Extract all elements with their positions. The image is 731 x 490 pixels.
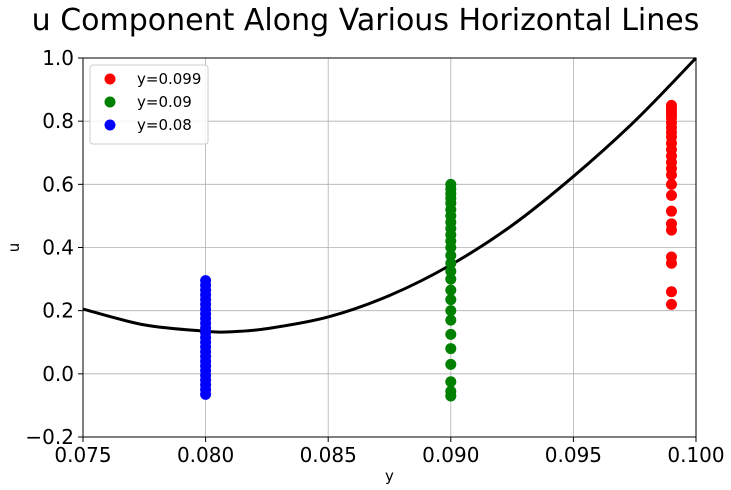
y-tick-label: 0.0 [42, 362, 74, 386]
y-axis-label: u [5, 243, 23, 253]
data-point [445, 273, 457, 285]
data-point [200, 275, 212, 287]
data-point [445, 305, 457, 317]
data-point [445, 178, 457, 190]
y-tick-label: 0.6 [42, 172, 74, 196]
data-point [445, 314, 457, 326]
legend-marker [104, 73, 116, 85]
data-point [445, 257, 457, 269]
legend-box [89, 64, 209, 145]
series-1 [665, 99, 677, 310]
ticks-layer: 0.075 0.080 0.085 0.090 0.095 0.100 −0.2 0.0 0.2… [25, 46, 724, 467]
y-tick-label: 0.2 [42, 299, 74, 323]
data-point [445, 343, 457, 355]
legend-label: y=0.08 [137, 116, 192, 134]
data-point [445, 358, 457, 370]
x-axis-label: y [385, 467, 394, 485]
legend-label: y=0.09 [137, 93, 192, 111]
x-tick-label: 0.095 [545, 443, 602, 467]
data-point [445, 284, 457, 296]
data-point [665, 286, 677, 298]
data-point [445, 328, 457, 340]
data-point [665, 178, 677, 190]
legend: y=0.099 y=0.09 y=0.08 [89, 64, 209, 145]
x-tick-label: 0.100 [667, 443, 724, 467]
data-point [665, 218, 677, 230]
x-tick-label: 0.090 [422, 443, 479, 467]
legend-marker [104, 119, 116, 131]
series-3 [200, 275, 212, 400]
chart-title: u Component Along Various Horizontal Lin… [31, 3, 700, 38]
data-point [445, 265, 457, 277]
y-tick-label: −0.2 [25, 425, 74, 449]
y-tick-label: 0.4 [42, 236, 74, 260]
data-point [445, 294, 457, 306]
series-2 [445, 178, 457, 402]
data-point [665, 99, 677, 111]
y-tick-label: 0.8 [42, 109, 74, 133]
points-layer [200, 99, 677, 402]
data-point [665, 251, 677, 263]
data-point [665, 189, 677, 201]
x-tick-label: 0.085 [300, 443, 357, 467]
legend-label: y=0.099 [137, 70, 201, 88]
data-point [445, 249, 457, 261]
data-point [445, 385, 457, 397]
legend-marker [104, 96, 116, 108]
x-tick-label: 0.075 [54, 443, 111, 467]
data-point [665, 298, 677, 310]
x-tick-label: 0.080 [177, 443, 234, 467]
data-point [445, 376, 457, 388]
data-point [665, 205, 677, 217]
y-tick-label: 1.0 [42, 46, 74, 70]
